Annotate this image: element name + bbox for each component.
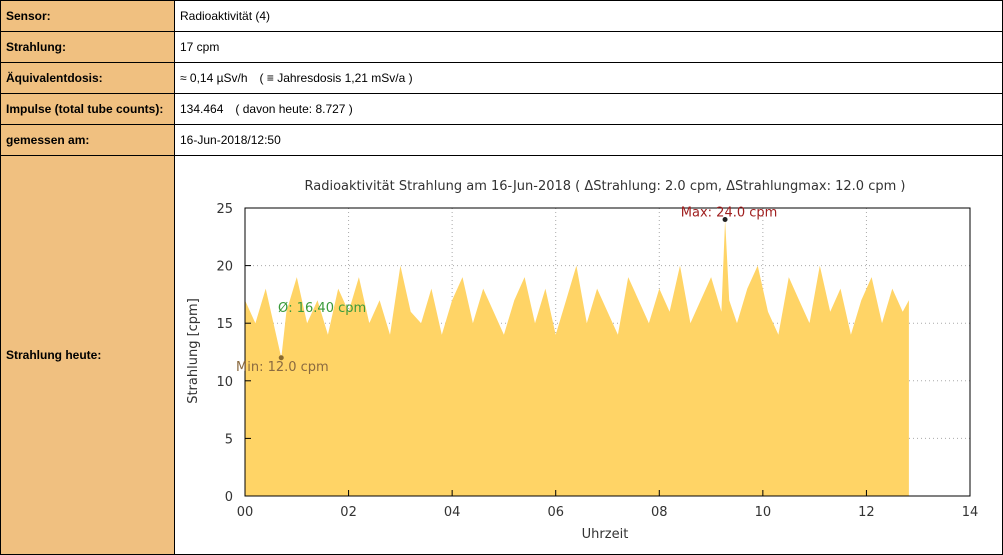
value-jahresdosis: ( ≡ Jahresdosis 1,21 mSv/a ) [259,71,413,85]
row-sensor: Sensor: Radioaktivität (4) [0,0,1003,32]
value-impulse-today: ( davon heute: 8.727 ) [235,102,353,116]
radiation-chart: Radioaktivität Strahlung am 16-Jun-2018 … [186,179,978,542]
min-point [278,355,284,361]
x-axis-label: Uhrzeit [582,527,629,542]
chart-cell: Radioaktivität Strahlung am 16-Jun-2018 … [174,155,1003,555]
y-tick-label: 15 [216,317,233,332]
x-tick-label: 10 [755,505,772,520]
value-impulse-cell: 134.464 ( davon heute: 8.727 ) [174,93,1003,125]
label-strahlung-heute: Strahlung heute: [0,155,175,555]
min-label: Min: 12.0 cpm [236,360,329,375]
row-chart: Strahlung heute: Radioaktivität Strahlun… [0,155,1003,555]
value-strahlung: 17 cpm [174,31,1003,63]
x-tick-label: 08 [651,505,668,520]
x-tick-label: 00 [237,505,254,520]
label-sensor: Sensor: [0,0,175,32]
x-tick-label: 12 [858,505,875,520]
max-point [722,217,728,223]
label-aequivalentdosis: Äquivalentdosis: [0,62,175,94]
value-impulse: 134.464 [180,102,224,116]
y-tick-label: 0 [225,490,233,505]
label-impulse: Impulse (total tube counts): [0,93,175,125]
chart-annotations: Max: 24.0 cpm Ø: 16.40 cpm Min: 12.0 cpm [236,206,777,375]
y-tick-label: 5 [225,432,233,447]
chart-ticks: 00 02 04 06 08 10 12 14 0 5 10 15 20 25 [216,202,978,520]
row-strahlung: Strahlung: 17 cpm [0,31,1003,63]
y-tick-label: 25 [216,202,233,217]
x-tick-label: 04 [444,505,461,520]
label-strahlung: Strahlung: [0,31,175,63]
max-label: Max: 24.0 cpm [681,206,778,221]
value-gemessen: 16-Jun-2018/12:50 [174,124,1003,156]
x-tick-label: 14 [962,505,979,520]
y-tick-label: 20 [216,260,233,275]
row-impulse: Impulse (total tube counts): 134.464 ( da… [0,93,1003,125]
plot-frame [244,207,971,497]
value-sensor: Radioaktivität (4) [174,0,1003,32]
y-tick-label: 10 [216,375,233,390]
row-aequivalentdosis: Äquivalentdosis: ≈ 0,14 µSv/h ( ≡ Jahresd… [0,62,1003,94]
value-aequivalentdosis: ≈ 0,14 µSv/h [180,71,248,85]
value-aequivalentdosis-cell: ≈ 0,14 µSv/h ( ≡ Jahresdosis 1,21 mSv/a ) [174,62,1003,94]
label-gemessen: gemessen am: [0,124,175,156]
mean-label: Ø: 16.40 cpm [278,301,366,316]
row-gemessen: gemessen am: 16-Jun-2018/12:50 [0,124,1003,156]
series-area [245,219,909,496]
x-tick-label: 02 [340,505,357,520]
chart-title: Radioaktivität Strahlung am 16-Jun-2018 … [305,179,906,194]
y-axis-label: Strahlung [cpm] [186,298,201,404]
x-tick-label: 06 [547,505,564,520]
